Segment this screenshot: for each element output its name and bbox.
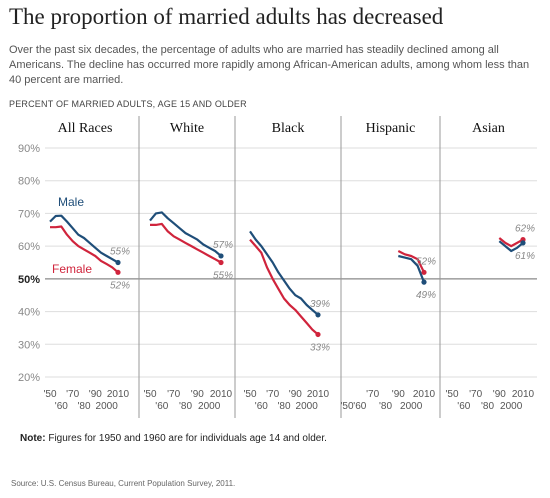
female-line [50, 225, 119, 274]
note-text: Figures for 1950 and 1960 are for indivi… [48, 433, 327, 444]
x-tick-label: '50 [43, 389, 56, 400]
x-tick-label: '90 [289, 389, 302, 400]
female-end-point [115, 269, 121, 275]
x-tick-label: '60 [155, 401, 168, 412]
x-tick-label: '50 [340, 401, 353, 412]
married-adults-chart: 20%30%40%50%60%70%80%90%All Races'50'70 '… [18, 116, 537, 418]
end-value-label: 55% [110, 247, 130, 258]
x-tick-label: '80 [379, 401, 392, 412]
end-value-label: 55% [213, 271, 233, 282]
y-tick-label: 80% [18, 176, 40, 188]
male-end-point [421, 279, 427, 285]
end-value-label: 62% [515, 224, 535, 235]
series-label-male: Male [58, 195, 84, 209]
male-line [149, 211, 222, 257]
female-end-point [315, 331, 321, 338]
x-tick-label: '80 [77, 401, 90, 412]
end-value-label: 52% [416, 256, 436, 267]
male-line [49, 214, 119, 264]
x-tick-label: 2010 [307, 389, 330, 400]
y-tick-label: 70% [18, 208, 40, 220]
male-end-point [115, 259, 121, 266]
end-value-label: 57% [213, 240, 233, 251]
x-tick-label: '50 [143, 389, 156, 400]
end-value-label: 61% [515, 251, 535, 262]
chart-note: Note: Figures for 1950 and 1960 are for … [20, 433, 327, 444]
series-label-female: Female [52, 262, 92, 276]
x-tick-label: '60 [353, 401, 366, 412]
x-tick-label: 2010 [210, 389, 233, 400]
female-end-point [218, 259, 224, 266]
x-tick-label: 2010 [413, 389, 436, 400]
note-label: Note: [20, 433, 46, 444]
x-tick-label: '60 [457, 401, 470, 412]
y-tick-label: 40% [18, 307, 40, 319]
x-tick-label: '90 [493, 389, 506, 400]
x-tick-label: 2000 [198, 401, 221, 412]
male-end-point [520, 240, 526, 246]
y-axis-label: PERCENT OF MARRIED ADULTS, AGE 15 AND OL… [9, 99, 247, 109]
panel-title: Hispanic [366, 121, 416, 136]
male-end-point [218, 253, 224, 259]
end-value-label: 33% [310, 342, 330, 353]
x-tick-label: '80 [179, 401, 192, 412]
panel-title: All Races [58, 121, 113, 136]
x-tick-label: 2000 [96, 401, 119, 412]
female-line [249, 238, 319, 336]
x-tick-label: '60 [55, 401, 68, 412]
y-tick-label: 90% [18, 143, 40, 155]
male-line [249, 230, 319, 316]
x-tick-label: 2010 [107, 389, 130, 400]
x-tick-label: '80 [277, 401, 290, 412]
female-line [397, 250, 425, 273]
end-value-label: 49% [416, 290, 436, 301]
x-tick-label: 2000 [500, 401, 523, 412]
x-tick-label: '80 [481, 401, 494, 412]
panel-title: White [170, 121, 204, 136]
x-tick-label: '50 [243, 389, 256, 400]
end-value-label: 52% [110, 280, 130, 291]
x-tick-label: 2010 [512, 389, 535, 400]
x-tick-label: '70 [66, 389, 79, 400]
x-tick-label: '70 [167, 389, 180, 400]
y-tick-label: 50% [18, 274, 40, 286]
female-end-point [421, 269, 427, 275]
x-tick-label: 2000 [296, 401, 319, 412]
x-tick-label: '70 [469, 389, 482, 400]
x-tick-label: '60 [255, 401, 268, 412]
chart-source: Source: U.S. Census Bureau, Current Popu… [11, 479, 236, 488]
x-tick-label: '90 [191, 389, 204, 400]
x-tick-label: '70 [366, 389, 379, 400]
male-line [498, 240, 524, 253]
y-tick-label: 20% [18, 372, 40, 384]
panel-title: Black [272, 121, 305, 136]
male-line [398, 254, 426, 283]
panel-title: Asian [472, 121, 505, 136]
chart-title: The proportion of married adults has dec… [9, 4, 444, 29]
y-tick-label: 60% [18, 241, 40, 253]
female-line [498, 237, 524, 248]
x-tick-label: '70 [266, 389, 279, 400]
chart-subtitle: Over the past six decades, the percentag… [9, 44, 530, 86]
x-tick-label: '90 [89, 389, 102, 400]
end-value-label: 39% [310, 299, 330, 310]
x-tick-label: '50 [445, 389, 458, 400]
y-tick-label: 30% [18, 339, 40, 351]
x-tick-label: 2000 [400, 401, 423, 412]
x-tick-label: '90 [392, 389, 405, 400]
male-end-point [315, 312, 321, 318]
female-line [150, 222, 222, 264]
